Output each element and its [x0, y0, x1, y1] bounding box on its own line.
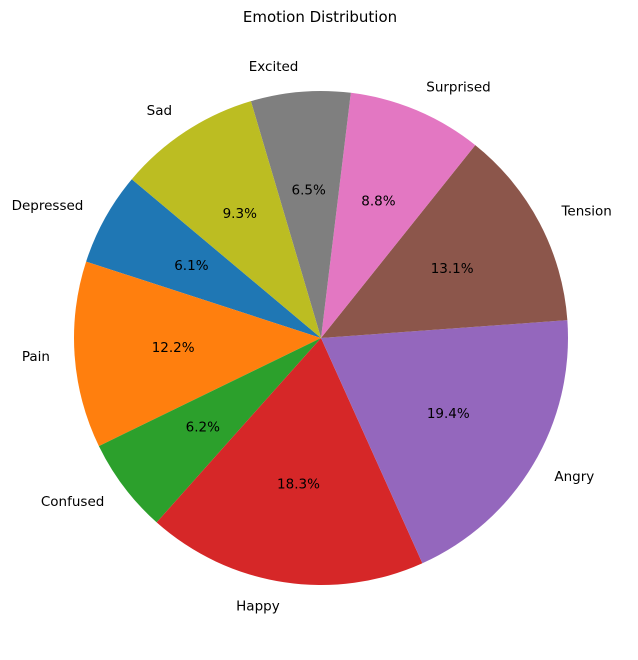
category-label-confused: Confused	[41, 494, 104, 510]
category-label-tension: Tension	[560, 204, 611, 220]
category-label-depressed: Depressed	[12, 198, 84, 214]
pie-slice-depressed	[86, 179, 321, 338]
percentage-label-excited: 6.5%	[292, 182, 326, 198]
pie-slice-excited	[250, 90, 351, 339]
pie-slice-pain	[73, 261, 321, 447]
pie-slice-surprised	[321, 92, 476, 338]
category-label-surprised: Surprised	[426, 80, 490, 96]
chart-title: Emotion Distribution	[243, 8, 397, 26]
percentage-label-confused: 6.2%	[186, 419, 220, 435]
category-label-angry: Angry	[554, 469, 594, 485]
pie-slice-happy	[156, 338, 423, 586]
pie-slice-tension	[321, 145, 568, 338]
pie-slice-angry	[321, 320, 568, 564]
percentage-label-sad: 9.3%	[223, 206, 257, 222]
category-label-excited: Excited	[249, 59, 299, 75]
percentage-labels: 6.1% 12.2% 6.2% 18.3% 19.4% 13.1% 8.8% 6.5% 9.3%	[152, 182, 474, 492]
category-label-sad: Sad	[147, 103, 172, 119]
pie-slices	[73, 90, 568, 586]
percentage-label-tension: 13.1%	[431, 261, 474, 277]
percentage-label-surprised: 8.8%	[361, 193, 395, 209]
percentage-label-happy: 18.3%	[277, 476, 320, 492]
pie-slice-sad	[131, 101, 321, 339]
category-label-happy: Happy	[236, 599, 280, 615]
percentage-label-depressed: 6.1%	[174, 258, 208, 274]
percentage-label-pain: 12.2%	[152, 340, 195, 356]
percentage-label-angry: 19.4%	[427, 406, 470, 422]
category-labels: Depressed Pain Confused Happy Angry Tension Su…	[12, 59, 612, 614]
pie-slice-confused	[98, 338, 322, 523]
category-label-pain: Pain	[22, 349, 50, 365]
